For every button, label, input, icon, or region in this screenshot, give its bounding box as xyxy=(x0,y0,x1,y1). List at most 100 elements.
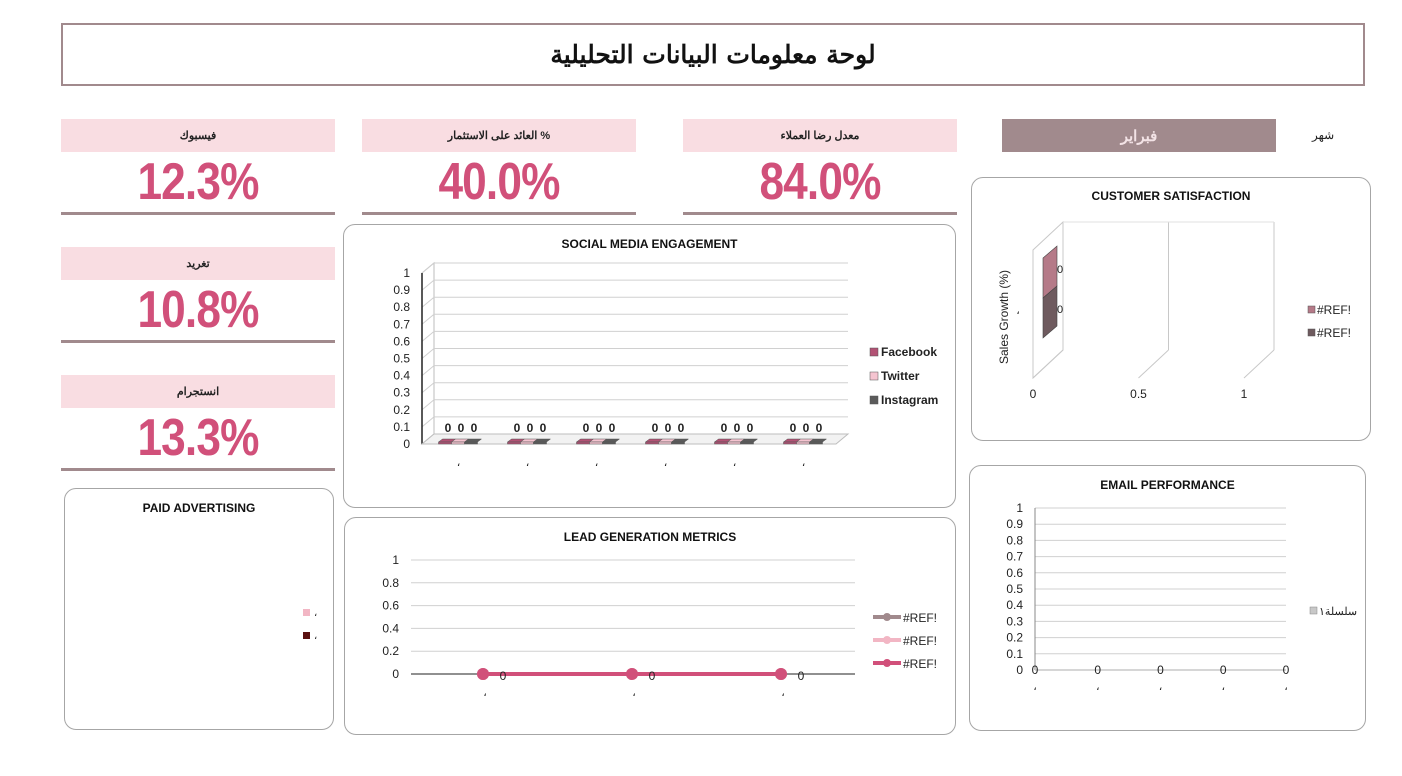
x-tick-label: 0.5 xyxy=(1130,387,1147,401)
legend-label: Twitter xyxy=(881,369,920,383)
data-label: 0 xyxy=(678,421,685,435)
legend-label: #REF! xyxy=(903,634,937,648)
y-tick-label: 0.2 xyxy=(1006,631,1023,645)
legend-label: #REF! xyxy=(903,611,937,625)
data-label: 0 xyxy=(721,421,728,435)
lead-chart-svg: 0 0.2 0.4 0.6 0.8 1 ، ، ، 0 0 0 #REF! #REF! #REF! xyxy=(382,553,937,699)
bar xyxy=(602,441,616,445)
kpi-satisfaction: معدل رضا العملاء 84.0% xyxy=(683,119,957,216)
divider xyxy=(61,212,335,215)
bar xyxy=(809,441,823,445)
legend-swatch xyxy=(869,347,879,357)
y-tick-label: 0.6 xyxy=(1006,566,1023,580)
gridline xyxy=(1243,349,1275,379)
x-tick-label: ، xyxy=(526,457,530,469)
kpi-twitter-label: تغريد xyxy=(61,247,335,280)
y-tick-label: 0.4 xyxy=(382,621,399,635)
legend-swatch xyxy=(883,613,891,621)
legend-swatch xyxy=(1307,328,1316,337)
data-label: 0 xyxy=(665,421,672,435)
gridline xyxy=(1138,349,1169,379)
gridline xyxy=(421,279,435,291)
email-performance-chart[interactable]: EMAIL PERFORMANCE 0 0.1 0.2 0.3 0.4 0.5 0.6 0.7… xyxy=(969,465,1366,731)
data-label: 0 xyxy=(1032,663,1039,677)
legend-label: Facebook xyxy=(881,345,937,359)
gridline xyxy=(421,331,435,342)
x-tick-label: ، xyxy=(781,687,785,699)
kpi-facebook-label: فيسبوك xyxy=(61,119,335,152)
legend-label: ، xyxy=(314,608,317,619)
bar xyxy=(464,441,478,445)
x-tick-label: ، xyxy=(802,457,806,469)
customer-satisfaction-chart[interactable]: CUSTOMER SATISFACTION 0 0.5 1 0 0 Sales Growt… xyxy=(971,177,1371,441)
legend-swatch xyxy=(883,659,891,667)
data-point xyxy=(477,668,489,680)
data-label: 0 xyxy=(527,421,534,435)
data-label: 0 xyxy=(540,421,547,435)
data-label: 0 xyxy=(1094,663,1101,677)
kpi-facebook: فيسبوك 12.3% xyxy=(61,119,335,216)
divider xyxy=(362,212,636,215)
chart-title: PAID ADVERTISING xyxy=(142,501,256,515)
kpi-instagram: انستجرام 13.3% xyxy=(61,375,335,472)
bar xyxy=(714,441,728,445)
gridline xyxy=(421,296,435,308)
y-tick-label: 1 xyxy=(1016,501,1023,515)
y-tick-label: 0.7 xyxy=(393,317,410,331)
kpi-satisfaction-value: 84.0% xyxy=(759,153,881,211)
data-label: 0 xyxy=(1283,663,1290,677)
y-tick-label: 0.8 xyxy=(1006,533,1023,547)
chart-title: EMAIL PERFORMANCE xyxy=(1100,478,1235,492)
data-label: 0 xyxy=(747,421,754,435)
y-axis-title: Sales Growth (%) xyxy=(997,270,1011,364)
bar xyxy=(727,441,741,445)
y-tick-label: 0.2 xyxy=(393,403,410,417)
y-tick-label: 0.4 xyxy=(393,369,410,383)
lead-generation-chart[interactable]: LEAD GENERATION METRICS 0 0.2 0.4 0.6 0.8 1 ، ،… xyxy=(344,517,956,735)
x-tick-label: ، xyxy=(483,687,487,699)
y-tick-label: 0.3 xyxy=(393,386,410,400)
bar xyxy=(1042,285,1058,339)
bar xyxy=(783,441,797,445)
x-tick-label: ، xyxy=(632,687,636,699)
paid-advertising-chart[interactable]: PAID ADVERTISING ، ، xyxy=(64,488,334,730)
divider xyxy=(683,212,957,215)
y-tick-label: 0.1 xyxy=(1006,647,1023,661)
kpi-twitter: تغريد 10.8% xyxy=(61,247,335,344)
month-value: فبراير xyxy=(1120,127,1158,145)
x-tick-label: ، xyxy=(457,457,461,469)
data-label: 0 xyxy=(1157,663,1164,677)
bar xyxy=(645,441,659,445)
y-tick-label: 0.8 xyxy=(382,576,399,590)
x-tick-label: ، xyxy=(664,457,668,469)
divider xyxy=(61,340,335,343)
y-tick-label: 0.4 xyxy=(1006,598,1023,612)
bar xyxy=(589,441,603,445)
social-media-chart[interactable]: SOCIAL MEDIA ENGAGEMENT 0 0.1 0.2 0.3 0.4 0.5… xyxy=(343,224,956,508)
x-tick-label: 0 xyxy=(1030,387,1037,401)
data-label: 0 xyxy=(1057,264,1063,276)
data-point xyxy=(626,668,638,680)
x-tick-label: ، xyxy=(1221,681,1225,693)
kpi-instagram-label: انستجرام xyxy=(61,375,335,408)
bar xyxy=(796,441,810,445)
legend-label: Instagram xyxy=(881,393,938,407)
x-tick-label: 1 xyxy=(1241,387,1248,401)
kpi-twitter-value: 10.8% xyxy=(137,281,259,339)
gridline xyxy=(421,262,435,274)
gridline xyxy=(421,365,435,376)
month-selector[interactable]: فبراير xyxy=(1002,119,1276,152)
data-label: 0 xyxy=(790,421,797,435)
y-tick-label: 0.1 xyxy=(393,420,410,434)
dashboard-title: لوحة معلومات البيانات التحليلية xyxy=(61,23,1365,86)
y-tick-label: ، xyxy=(1016,305,1020,317)
bar xyxy=(451,441,465,445)
legend-label: #REF! xyxy=(903,657,937,671)
x-tick-label: ، xyxy=(1096,681,1100,693)
kpi-instagram-value: 13.3% xyxy=(137,409,259,467)
data-label: 0 xyxy=(596,421,603,435)
y-tick-label: 0.8 xyxy=(393,300,410,314)
gridline xyxy=(421,416,435,428)
legend-label: سلسلة١ xyxy=(1319,606,1357,618)
chart-title: SOCIAL MEDIA ENGAGEMENT xyxy=(561,237,738,251)
